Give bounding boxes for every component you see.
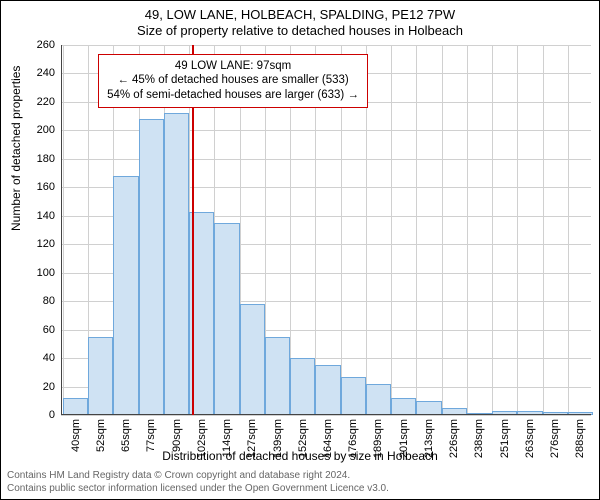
- title-block: 49, LOW LANE, HOLBEACH, SPALDING, PE12 7…: [1, 7, 599, 40]
- y-tick-label: 80: [43, 295, 55, 307]
- y-tick-label: 180: [37, 153, 55, 165]
- bar: [290, 358, 315, 415]
- y-tick-label: 40: [43, 352, 55, 364]
- bar: [214, 223, 239, 415]
- gridline-v: [492, 45, 493, 415]
- bar: [139, 119, 164, 415]
- bar: [113, 176, 138, 415]
- footer-attribution: Contains HM Land Registry data © Crown c…: [7, 470, 389, 495]
- bar: [63, 398, 88, 415]
- y-tick-label: 120: [37, 238, 55, 250]
- x-tick-label: 77sqm: [145, 419, 157, 452]
- bar: [341, 377, 366, 415]
- annotation-line: 49 LOW LANE: 97sqm: [107, 59, 359, 74]
- x-tick-label: 40sqm: [70, 419, 82, 452]
- y-axis-label: Number of detached properties: [9, 66, 23, 231]
- x-tick-label: 90sqm: [171, 419, 183, 452]
- gridline-v: [416, 45, 417, 415]
- footer-line-2: Contains public sector information licen…: [7, 483, 389, 496]
- x-tick-label: 65sqm: [120, 419, 132, 452]
- x-axis-label: Distribution of detached houses by size …: [1, 449, 599, 463]
- bar: [265, 337, 290, 415]
- bar: [164, 113, 189, 415]
- y-tick-label: 200: [37, 124, 55, 136]
- gridline-v: [568, 45, 569, 415]
- title-line-1: 49, LOW LANE, HOLBEACH, SPALDING, PE12 7…: [1, 7, 599, 23]
- gridline-h: [61, 415, 591, 416]
- y-tick-label: 20: [43, 381, 55, 393]
- y-tick-label: 240: [37, 67, 55, 79]
- y-tick-label: 60: [43, 324, 55, 336]
- bar: [391, 398, 416, 415]
- bar: [366, 384, 391, 415]
- gridline-v: [391, 45, 392, 415]
- gridline-v: [442, 45, 443, 415]
- gridline-v: [467, 45, 468, 415]
- x-tick-label: 52sqm: [95, 419, 107, 452]
- footer-line-1: Contains HM Land Registry data © Crown c…: [7, 470, 389, 483]
- bar: [416, 401, 441, 415]
- annotation-line: ← 45% of detached houses are smaller (53…: [107, 73, 359, 88]
- gridline-v: [63, 45, 64, 415]
- y-tick-label: 140: [37, 210, 55, 222]
- y-axis-line: [61, 45, 62, 415]
- chart-area: 02040608010012014016018020022024026040sq…: [61, 45, 591, 415]
- plot-region: 02040608010012014016018020022024026040sq…: [61, 45, 591, 415]
- y-tick-label: 100: [37, 267, 55, 279]
- y-tick-label: 220: [37, 96, 55, 108]
- gridline-v: [543, 45, 544, 415]
- y-tick-label: 260: [37, 39, 55, 51]
- title-line-2: Size of property relative to detached ho…: [1, 23, 599, 39]
- x-axis-line: [61, 414, 591, 415]
- gridline-v: [517, 45, 518, 415]
- chart-frame: 49, LOW LANE, HOLBEACH, SPALDING, PE12 7…: [0, 0, 600, 500]
- bar: [88, 337, 113, 415]
- bar: [240, 304, 265, 415]
- annotation-box: 49 LOW LANE: 97sqm← 45% of detached hous…: [98, 54, 368, 109]
- y-tick-label: 0: [49, 409, 55, 421]
- annotation-line: 54% of semi-detached houses are larger (…: [107, 88, 359, 103]
- bar: [315, 365, 340, 415]
- y-tick-label: 160: [37, 181, 55, 193]
- gridline-h: [61, 45, 591, 46]
